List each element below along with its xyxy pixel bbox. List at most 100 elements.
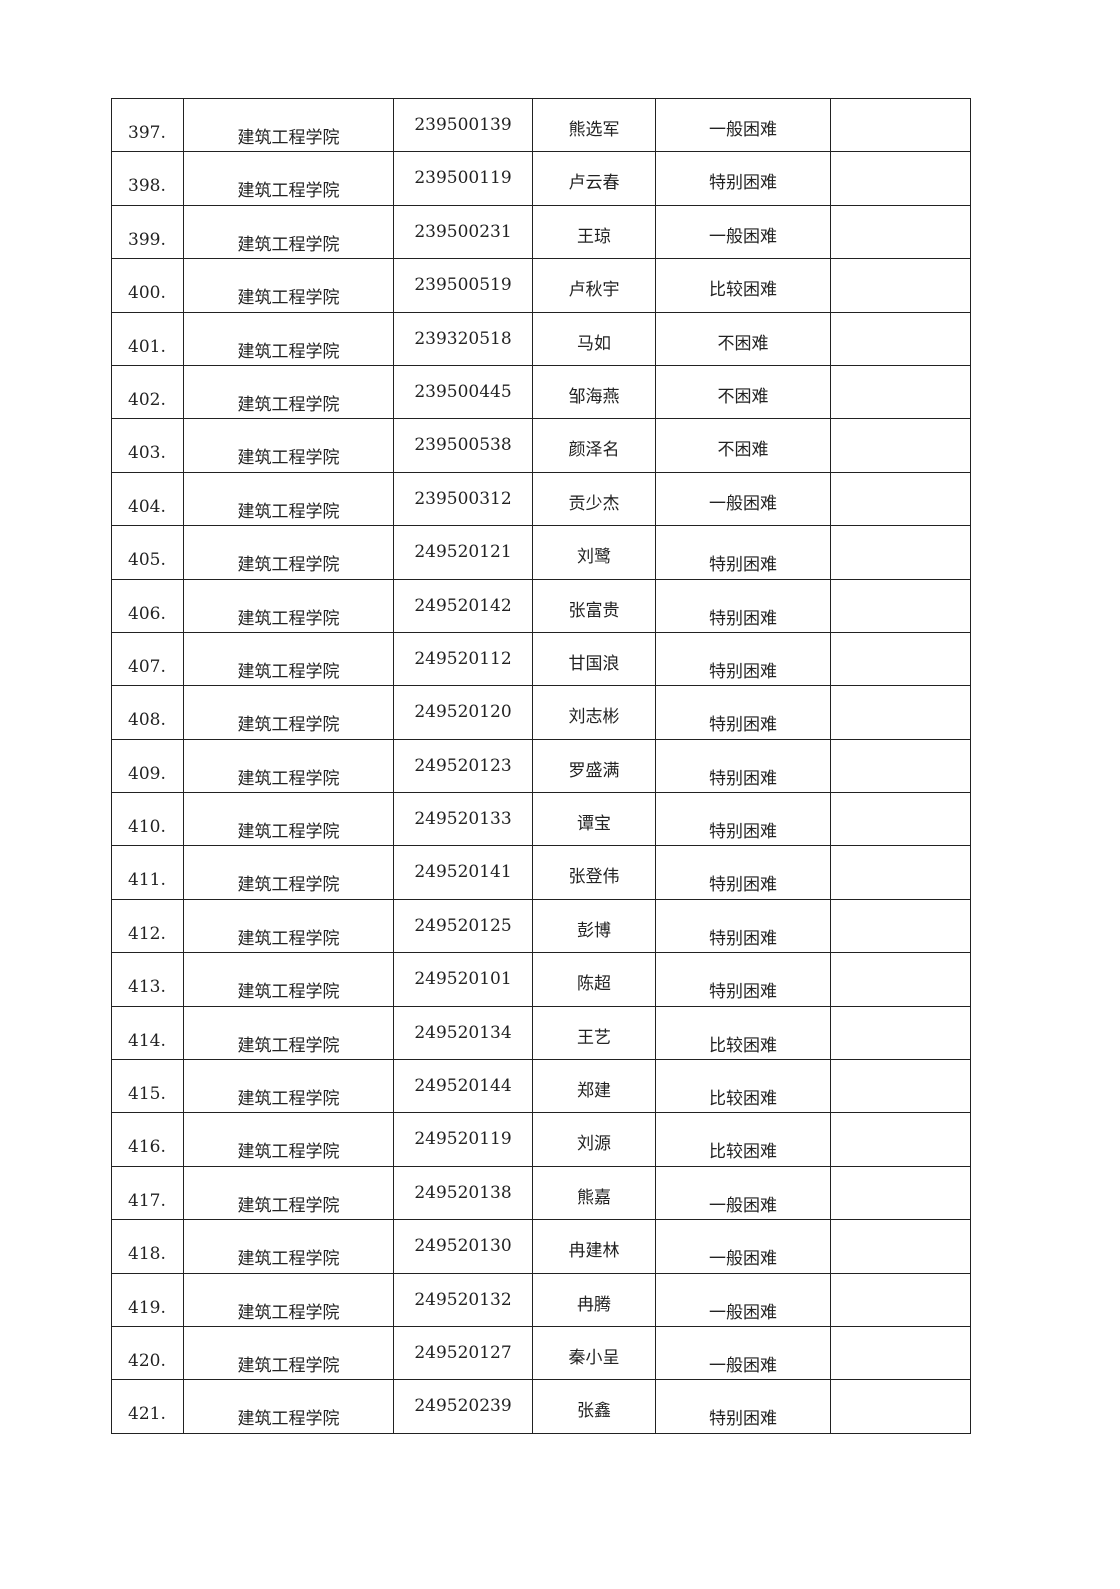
student-id-cell-text: 249520120 xyxy=(414,702,512,723)
name-cell: 熊选军 xyxy=(532,97,656,153)
college-cell: 建筑工程学院 xyxy=(183,258,394,313)
note-cell xyxy=(830,685,971,740)
difficulty-level-cell-text: 一般困难 xyxy=(709,1195,777,1216)
table-row: 398. 建筑工程学院 239500119 卢云春 特别困难 xyxy=(111,151,971,206)
table-row: 407. 建筑工程学院 249520112 甘国浪 特别困难 xyxy=(111,631,971,687)
table-row: 403. 建筑工程学院 239500538 颜泽名 不困难 xyxy=(111,418,971,473)
student-id-cell-text: 239320518 xyxy=(414,328,512,349)
difficulty-level-cell: 不困难 xyxy=(655,418,831,473)
note-cell xyxy=(830,1059,971,1114)
college-cell-text: 建筑工程学院 xyxy=(237,768,340,789)
student-id-cell-text: 249520141 xyxy=(414,862,512,883)
table-row: 405. 建筑工程学院 249520121 刘鹭 特别困难 xyxy=(111,525,971,580)
row-number: 404. xyxy=(111,471,184,527)
name-cell: 张富贵 xyxy=(532,578,656,633)
name-cell-text: 王艺 xyxy=(577,1027,611,1048)
college-cell: 建筑工程学院 xyxy=(183,845,394,900)
college-cell-text: 建筑工程学院 xyxy=(237,128,340,148)
difficulty-level-cell: 一般困难 xyxy=(655,1165,831,1221)
name-cell: 张登伟 xyxy=(532,845,656,900)
college-cell: 建筑工程学院 xyxy=(183,631,394,687)
difficulty-level-cell-text: 特别困难 xyxy=(709,715,777,736)
row-number: 415. xyxy=(111,1059,184,1114)
college-cell: 建筑工程学院 xyxy=(183,1005,394,1061)
table-row: 412. 建筑工程学院 249520125 彭博 特别困难 xyxy=(111,898,971,954)
student-id-cell: 249520142 xyxy=(393,578,533,633)
table-row: 399. 建筑工程学院 239500231 王琼 一般困难 xyxy=(111,204,971,260)
difficulty-level-cell: 特别困难 xyxy=(655,685,831,740)
college-cell: 建筑工程学院 xyxy=(183,738,394,794)
note-cell xyxy=(830,418,971,473)
student-id-cell-text: 239500538 xyxy=(414,435,512,456)
row-number-text: 416. xyxy=(128,1137,166,1158)
row-number-text: 413. xyxy=(128,977,166,998)
name-cell: 刘志彬 xyxy=(532,685,656,740)
note-cell xyxy=(830,1325,971,1381)
name-cell: 王琼 xyxy=(532,204,656,260)
row-number: 406. xyxy=(111,578,184,633)
difficulty-level-cell: 一般困难 xyxy=(655,97,831,153)
name-cell: 彭博 xyxy=(532,898,656,954)
name-cell-text: 刘志彬 xyxy=(568,707,620,728)
college-cell: 建筑工程学院 xyxy=(183,1059,394,1114)
difficulty-level-cell: 特别困难 xyxy=(655,1379,831,1434)
row-number-text: 400. xyxy=(128,283,166,304)
college-cell: 建筑工程学院 xyxy=(183,1165,394,1221)
row-number: 411. xyxy=(111,845,184,900)
table-row: 410. 建筑工程学院 249520133 谭宝 特别困难 xyxy=(111,792,971,847)
table-row: 420. 建筑工程学院 249520127 秦小呈 一般困难 xyxy=(111,1325,971,1381)
table-row: 419. 建筑工程学院 249520132 冉腾 一般困难 xyxy=(111,1272,971,1327)
student-id-cell-text: 239500231 xyxy=(414,221,512,242)
difficulty-level-cell: 特别困难 xyxy=(655,898,831,954)
table-row: 411. 建筑工程学院 249520141 张登伟 特别困难 xyxy=(111,845,971,900)
student-id-cell: 249520239 xyxy=(393,1379,533,1434)
difficulty-level-cell: 比较困难 xyxy=(655,1059,831,1114)
name-cell: 冉建林 xyxy=(532,1219,656,1274)
note-cell xyxy=(830,1165,971,1221)
name-cell-text: 卢秋宇 xyxy=(568,280,620,301)
student-id-cell: 239500519 xyxy=(393,258,533,313)
difficulty-level-cell: 特别困难 xyxy=(655,578,831,633)
name-cell-text: 贡少杰 xyxy=(568,493,620,514)
note-cell xyxy=(830,1112,971,1167)
college-cell: 建筑工程学院 xyxy=(183,1219,394,1274)
student-id-cell: 249520138 xyxy=(393,1165,533,1221)
difficulty-level-cell-text: 特别困难 xyxy=(709,875,777,896)
college-cell-text: 建筑工程学院 xyxy=(237,875,340,896)
table-row: 400. 建筑工程学院 239500519 卢秋宇 比较困难 xyxy=(111,258,971,313)
difficulty-level-cell-text: 一般困难 xyxy=(709,493,777,514)
row-number-text: 421. xyxy=(128,1404,166,1425)
student-id-cell: 239500139 xyxy=(393,97,533,153)
student-id-cell: 249520101 xyxy=(393,952,533,1007)
row-number: 405. xyxy=(111,525,184,580)
student-table: 397. 建筑工程学院 239500139 熊选军 一般困难 398. 建筑工程学院 2395… xyxy=(111,97,971,1434)
note-cell xyxy=(830,97,971,153)
college-cell: 建筑工程学院 xyxy=(183,1325,394,1381)
name-cell-text: 郑建 xyxy=(577,1081,611,1102)
difficulty-level-cell: 一般困难 xyxy=(655,1325,831,1381)
note-cell xyxy=(830,258,971,313)
difficulty-level-cell: 特别困难 xyxy=(655,631,831,687)
name-cell: 秦小呈 xyxy=(532,1325,656,1381)
student-id-cell-text: 239500519 xyxy=(414,275,512,296)
student-id-cell: 249520127 xyxy=(393,1325,533,1381)
note-cell xyxy=(830,151,971,206)
row-number: 408. xyxy=(111,685,184,740)
name-cell-text: 冉建林 xyxy=(568,1241,620,1262)
row-number: 401. xyxy=(111,311,184,366)
row-number-text: 405. xyxy=(128,550,166,571)
student-id-cell-text: 239500445 xyxy=(414,381,512,402)
difficulty-level-cell-text: 不困难 xyxy=(717,333,769,354)
difficulty-level-cell: 特别困难 xyxy=(655,845,831,900)
note-cell xyxy=(830,792,971,847)
row-number-text: 401. xyxy=(128,336,166,357)
difficulty-level-cell-text: 特别困难 xyxy=(709,822,777,843)
student-id-cell: 249520123 xyxy=(393,738,533,794)
row-number-text: 408. xyxy=(128,710,166,731)
student-id-cell: 239500119 xyxy=(393,151,533,206)
difficulty-level-cell-text: 特别困难 xyxy=(709,661,777,682)
name-cell: 王艺 xyxy=(532,1005,656,1061)
row-number-text: 404. xyxy=(128,496,166,517)
row-number: 397. xyxy=(111,97,184,153)
difficulty-level-cell-text: 一般困难 xyxy=(709,1302,777,1323)
